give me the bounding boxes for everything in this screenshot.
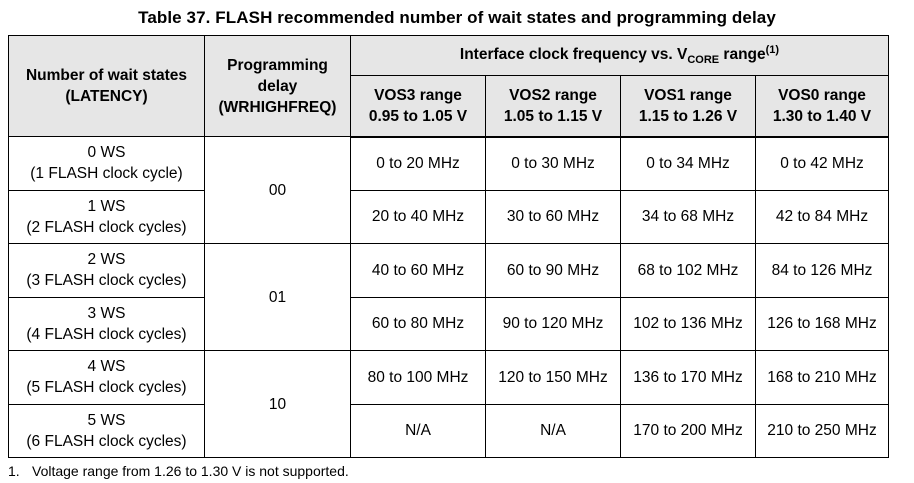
vos2-frequency-cell: 30 to 60 MHz	[485, 189, 621, 244]
vos2-range: 1.05 to 1.15 V	[503, 107, 603, 125]
header-frequency-core-subscript: CORE	[687, 54, 720, 66]
vos3-frequency-cell: 60 to 80 MHz	[350, 296, 486, 351]
header-frequency-group: Interface clock frequency vs. VCORE rang…	[350, 35, 889, 76]
wait-state-value: 3 WS	[87, 304, 126, 322]
vos0-frequency-cell: 126 to 168 MHz	[755, 296, 889, 351]
header-vos0: VOS0 range 1.30 to 1.40 V	[755, 75, 889, 138]
clock-cycles-value: (5 FLASH clock cycles)	[26, 379, 187, 397]
vos1-frequency-cell: 170 to 200 MHz	[620, 403, 756, 458]
vos0-frequency-cell: 210 to 250 MHz	[755, 403, 889, 458]
vos1-frequency-cell: 136 to 170 MHz	[620, 350, 756, 405]
header-vos3: VOS3 range 0.95 to 1.05 V	[350, 75, 486, 138]
header-row-2: VOS3 range 0.95 to 1.05 V VOS2 range 1.0…	[9, 75, 889, 138]
table-footnote: 1. Voltage range from 1.26 to 1.30 V is n…	[8, 463, 349, 479]
footnote-text: Voltage range from 1.26 to 1.30 V is not…	[32, 463, 349, 479]
vos3-frequency-cell: 0 to 20 MHz	[350, 136, 486, 191]
vos2-frequency-cell: N/A	[485, 403, 621, 458]
wait-state-value: 2 WS	[87, 251, 126, 269]
programming-delay-cell: 00	[204, 136, 351, 244]
header-wrhighfreq-label: (WRHIGHFREQ)	[218, 98, 337, 116]
table-row: 3 WS (4 FLASH clock cycles) 60 to 80 MHz…	[8, 296, 889, 351]
vos3-name: VOS3 range	[374, 86, 462, 104]
wait-state-value: 4 WS	[87, 358, 126, 376]
wait-state-cell: 0 WS (1 FLASH clock cycle)	[8, 136, 205, 191]
table-row: 2 WS (3 FLASH clock cycles) 01 40 to 60 …	[8, 243, 889, 351]
header-programming-delay: Programming delay (WRHIGHFREQ)	[204, 35, 351, 137]
vos3-frequency-cell: N/A	[350, 403, 486, 458]
vos1-frequency-cell: 102 to 136 MHz	[620, 296, 756, 351]
vos1-frequency-cell: 34 to 68 MHz	[620, 189, 756, 244]
header-row-1: Number of wait states (LATENCY) Programm…	[8, 35, 889, 137]
footnote-reference: (1)	[765, 44, 780, 56]
vos0-frequency-cell: 0 to 42 MHz	[755, 136, 889, 191]
wait-state-value: 5 WS	[87, 411, 126, 429]
vos3-frequency-cell: 40 to 60 MHz	[350, 243, 486, 298]
flash-wait-states-table: Number of wait states (LATENCY) Programm…	[8, 35, 889, 458]
header-programming-label: Programming	[227, 56, 328, 74]
wait-state-value: 0 WS	[87, 144, 126, 162]
vos3-range: 0.95 to 1.05 V	[368, 107, 468, 125]
wait-state-cell: 1 WS (2 FLASH clock cycles)	[8, 189, 205, 244]
table-row: 5 WS (6 FLASH clock cycles) N/A N/A 170 …	[8, 403, 889, 458]
clock-cycles-value: (2 FLASH clock cycles)	[26, 218, 187, 236]
vos2-frequency-cell: 60 to 90 MHz	[485, 243, 621, 298]
vos1-frequency-cell: 0 to 34 MHz	[620, 136, 756, 191]
clock-cycles-value: (4 FLASH clock cycles)	[26, 325, 187, 343]
programming-delay-cell: 10	[204, 350, 351, 458]
header-delay-label: delay	[257, 77, 298, 95]
wait-state-cell: 3 WS (4 FLASH clock cycles)	[8, 296, 205, 351]
table-row: 0 WS (1 FLASH clock cycle) 00 0 to 20 MH…	[8, 136, 889, 244]
header-vos2: VOS2 range 1.05 to 1.15 V	[485, 75, 621, 138]
header-vos1: VOS1 range 1.15 to 1.26 V	[620, 75, 756, 138]
footnote-number: 1.	[8, 463, 20, 479]
clock-cycles-value: (1 FLASH clock cycle)	[30, 165, 183, 183]
header-wait-states: Number of wait states (LATENCY)	[8, 35, 205, 137]
vos1-range: 1.15 to 1.26 V	[638, 107, 738, 125]
header-frequency-prefix: Interface clock frequency vs. V	[459, 46, 688, 63]
header-wait-states-label: Number of wait states	[25, 67, 188, 84]
vos2-name: VOS2 range	[509, 86, 597, 104]
header-frequency-suffix: range	[719, 46, 766, 63]
wait-state-cell: 5 WS (6 FLASH clock cycles)	[8, 403, 205, 458]
table-title: Table 37. FLASH recommended number of wa…	[138, 8, 776, 27]
wait-state-cell: 2 WS (3 FLASH clock cycles)	[8, 243, 205, 298]
wait-state-cell: 4 WS (5 FLASH clock cycles)	[8, 350, 205, 405]
vos1-frequency-cell: 68 to 102 MHz	[620, 243, 756, 298]
vos2-frequency-cell: 90 to 120 MHz	[485, 296, 621, 351]
table-row: 1 WS (2 FLASH clock cycles) 20 to 40 MHz…	[8, 189, 889, 244]
vos1-name: VOS1 range	[644, 86, 732, 104]
vos0-frequency-cell: 84 to 126 MHz	[755, 243, 889, 298]
wait-state-value: 1 WS	[87, 197, 126, 215]
header-latency-label: (LATENCY)	[65, 88, 148, 105]
vos0-frequency-cell: 168 to 210 MHz	[755, 350, 889, 405]
table-row: 4 WS (5 FLASH clock cycles) 10 80 to 100…	[8, 350, 889, 458]
vos0-frequency-cell: 42 to 84 MHz	[755, 189, 889, 244]
clock-cycles-value: (6 FLASH clock cycles)	[26, 432, 187, 450]
clock-cycles-value: (3 FLASH clock cycles)	[26, 272, 187, 290]
programming-delay-cell: 01	[204, 243, 351, 351]
vos0-name: VOS0 range	[778, 86, 866, 104]
vos2-frequency-cell: 0 to 30 MHz	[485, 136, 621, 191]
vos3-frequency-cell: 20 to 40 MHz	[350, 189, 486, 244]
vos2-frequency-cell: 120 to 150 MHz	[485, 350, 621, 405]
vos3-frequency-cell: 80 to 100 MHz	[350, 350, 486, 405]
vos0-range: 1.30 to 1.40 V	[772, 107, 872, 125]
